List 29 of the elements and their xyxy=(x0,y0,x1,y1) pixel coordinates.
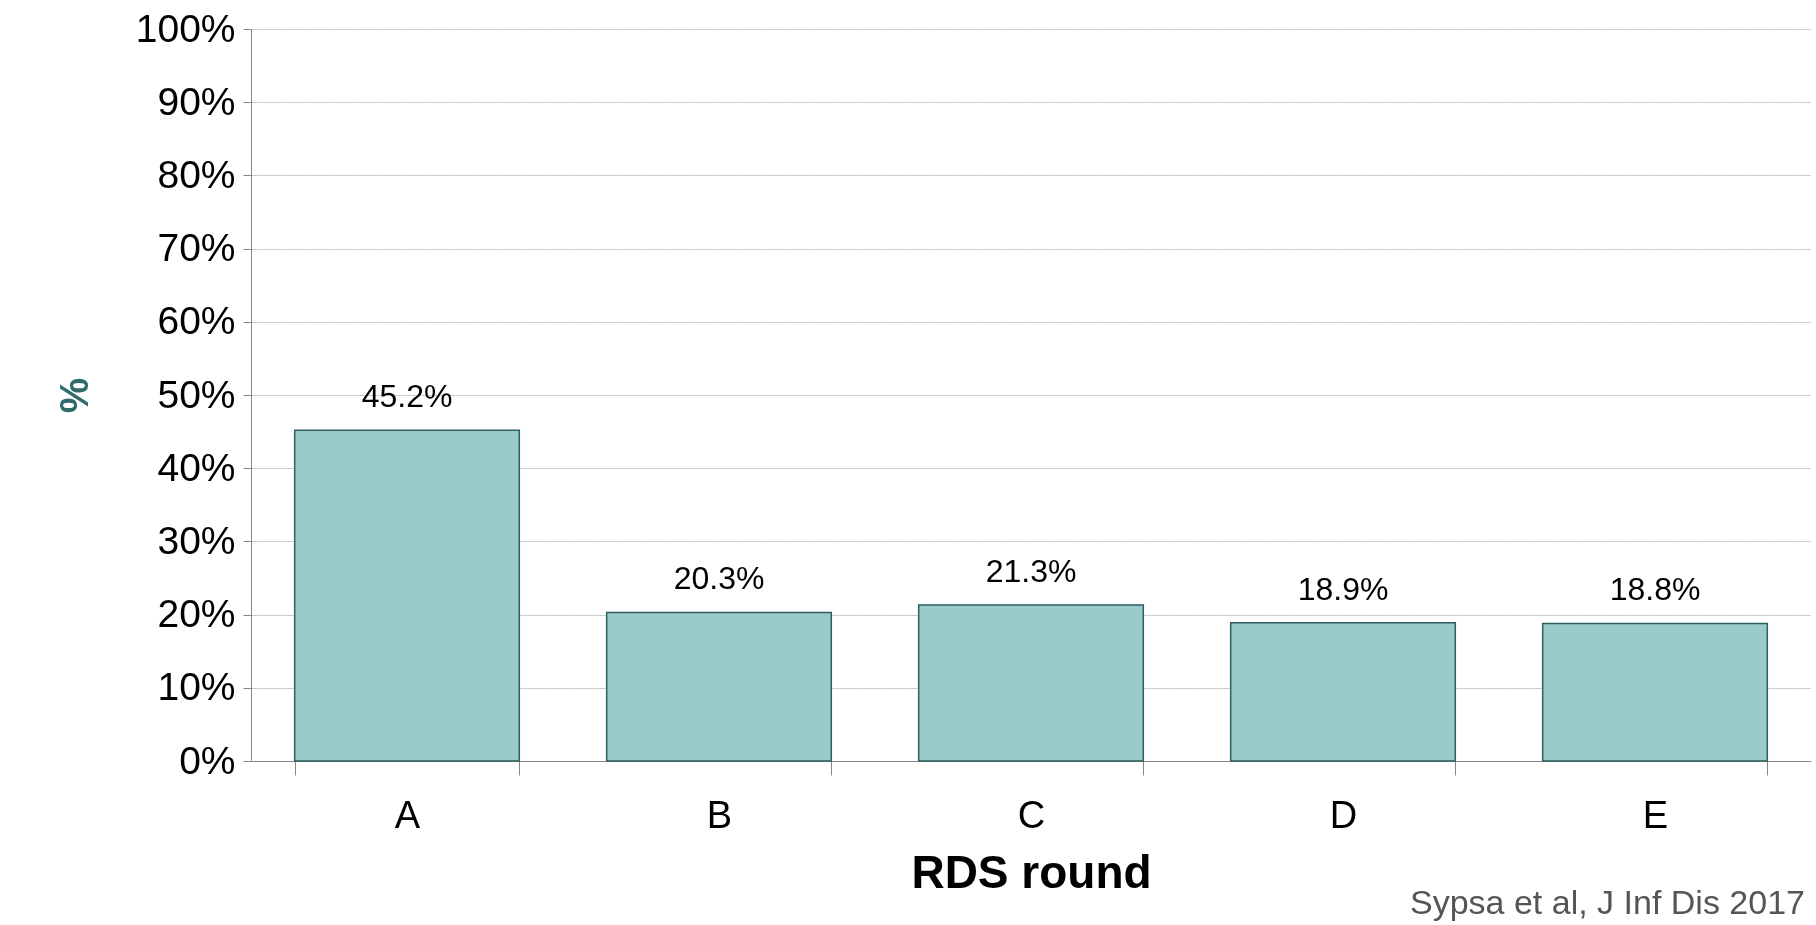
y-tick-label: 60% xyxy=(157,299,236,343)
data-label: 18.9% xyxy=(1297,570,1389,607)
bar xyxy=(917,604,1145,762)
y-tick-label: 70% xyxy=(157,226,236,270)
y-tick-label: 80% xyxy=(157,152,236,196)
x-tick-label: B xyxy=(706,793,733,836)
y-tick-label: 0% xyxy=(179,738,236,782)
y-tick-label: 30% xyxy=(157,518,236,562)
y-tick-label: 10% xyxy=(157,665,236,709)
y-tick-label: 40% xyxy=(157,445,236,489)
x-tick-label: C xyxy=(1017,793,1046,836)
data-label: 18.8% xyxy=(1609,571,1701,608)
y-tick-label: 50% xyxy=(157,372,236,416)
bar xyxy=(1229,621,1457,762)
y-tick-label: 20% xyxy=(157,592,236,636)
bar xyxy=(293,429,521,762)
x-tick-label: A xyxy=(394,793,421,836)
data-label: 45.2% xyxy=(361,378,453,415)
bar xyxy=(1541,622,1769,762)
data-label: 20.3% xyxy=(673,560,765,597)
x-tick-label: D xyxy=(1329,793,1358,836)
y-axis-title: % xyxy=(51,377,96,414)
x-tick-label: E xyxy=(1642,793,1669,836)
bar xyxy=(605,611,833,762)
y-tick-label: 100% xyxy=(135,6,236,50)
data-label: 21.3% xyxy=(985,553,1077,590)
x-axis-title: RDS round xyxy=(911,845,1152,898)
text: Sypsa et al, J Inf Dis 2017 xyxy=(1410,883,1805,921)
y-tick-label: 90% xyxy=(157,79,236,123)
